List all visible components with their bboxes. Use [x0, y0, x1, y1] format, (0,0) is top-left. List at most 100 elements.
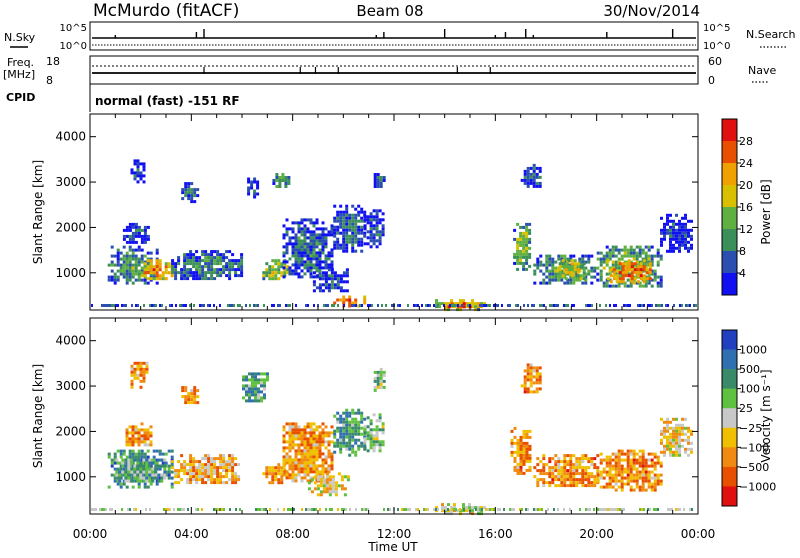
heatmap-cell [154, 476, 158, 480]
heatmap-cell [569, 478, 573, 482]
heatmap-cell [601, 508, 603, 511]
heatmap-cell [519, 462, 523, 466]
heatmap-cell [143, 231, 147, 235]
heatmap-cell [474, 302, 477, 306]
heatmap-cell [584, 278, 588, 282]
heatmap-cell [93, 508, 95, 511]
cpid-panel: CPID normal (fast) -151 RF [6, 84, 240, 112]
heatmap-cell [328, 475, 332, 479]
heatmap-cell [143, 240, 147, 244]
heatmap-cell [294, 239, 298, 243]
heatmap-cell [177, 508, 179, 511]
heatmap-cell [608, 476, 612, 480]
heatmap-cell [289, 508, 291, 511]
heatmap-cell [571, 304, 573, 307]
heatmap-cell [614, 263, 618, 267]
heatmap-cell [219, 478, 223, 482]
heatmap-cell [563, 304, 565, 307]
heatmap-cell [265, 274, 269, 278]
heatmap-cell [683, 508, 685, 511]
heatmap-cell [279, 304, 281, 307]
heatmap-cell [427, 508, 429, 511]
heatmap-cell [378, 416, 382, 420]
heatmap-cell [687, 240, 690, 244]
heatmap-cell [499, 508, 501, 511]
heatmap-cell [139, 461, 143, 465]
heatmap-cell [563, 484, 567, 488]
heatmap-cell [309, 245, 313, 249]
heatmap-cell [481, 304, 483, 307]
heatmap-cell [653, 464, 657, 468]
heatmap-cell [660, 231, 663, 235]
heatmap-cell [219, 466, 223, 470]
heatmap-cell [143, 265, 147, 269]
heatmap-cell [189, 262, 193, 266]
heatmap-cell [379, 179, 383, 182]
heatmap-cell [155, 281, 159, 285]
heatmap-cell [277, 304, 279, 307]
heatmap-cell [678, 222, 681, 226]
colorbar-tick-label: −500 [739, 461, 769, 474]
heatmap-cell [351, 243, 355, 247]
heatmap-cell [210, 253, 214, 257]
heatmap-cell [204, 469, 208, 473]
heatmap-cell [519, 450, 523, 454]
heatmap-cell [143, 485, 147, 489]
heatmap-cell [198, 259, 202, 263]
heatmap-cell [529, 369, 533, 373]
heatmap-cell [189, 268, 193, 272]
heatmap-cell [542, 466, 546, 470]
heatmap-cell [245, 384, 248, 388]
heatmap-cell [315, 266, 319, 270]
freq-panel: Freq. [MHz] 18 8 60 0 Nave [3, 55, 776, 87]
time-ut-label: Time UT [367, 540, 418, 554]
heatmap-cell [330, 277, 334, 281]
heatmap-cell [297, 227, 301, 231]
heatmap-cell [300, 428, 304, 432]
heatmap-cell [154, 470, 158, 474]
heatmap-cell [152, 268, 156, 272]
heatmap-cell [523, 390, 527, 394]
heatmap-cell [596, 257, 600, 261]
heatmap-cell [306, 437, 310, 441]
heatmap-cell [572, 472, 576, 476]
heatmap-cell [605, 245, 609, 249]
heatmap-cell [542, 263, 546, 267]
heatmap-cell [345, 274, 349, 278]
heatmap-cell [180, 454, 184, 458]
heatmap-cell [122, 272, 126, 276]
heatmap-cell [131, 263, 135, 267]
heatmap-cell [523, 375, 527, 379]
heatmap-cell [599, 257, 603, 261]
heatmap-cell [213, 469, 217, 473]
heatmap-cell [379, 370, 383, 374]
heatmap-cell [113, 281, 117, 285]
heatmap-cell [581, 454, 585, 458]
heatmap-cell [140, 248, 144, 252]
heatmap-cell [312, 446, 316, 450]
heatmap-cell [130, 385, 134, 389]
heatmap-cell [271, 472, 275, 476]
nave-tick-top: 60 [708, 55, 722, 68]
heatmap-cell [143, 443, 147, 447]
heatmap-cell [149, 277, 153, 281]
heatmap-cell [312, 437, 316, 441]
heatmap-cell [122, 234, 126, 238]
heatmap-cell [635, 257, 639, 261]
heatmap-cell [681, 240, 684, 244]
heatmap-cell [497, 508, 499, 511]
heatmap-cell [122, 269, 126, 273]
heatmap-cell [309, 251, 313, 255]
heatmap-cell [477, 509, 480, 513]
heatmap-cell [684, 246, 687, 250]
heatmap-cell [333, 450, 337, 454]
heatmap-cell [522, 447, 526, 451]
heatmap-cell [286, 271, 290, 275]
heatmap-cell [626, 479, 630, 483]
heatmap-cell [315, 245, 319, 249]
heatmap-cell [201, 478, 205, 482]
heatmap-cell [545, 266, 549, 270]
heatmap-cell [672, 438, 675, 442]
heatmap-cell [617, 473, 621, 477]
heatmap-cell [342, 435, 346, 439]
